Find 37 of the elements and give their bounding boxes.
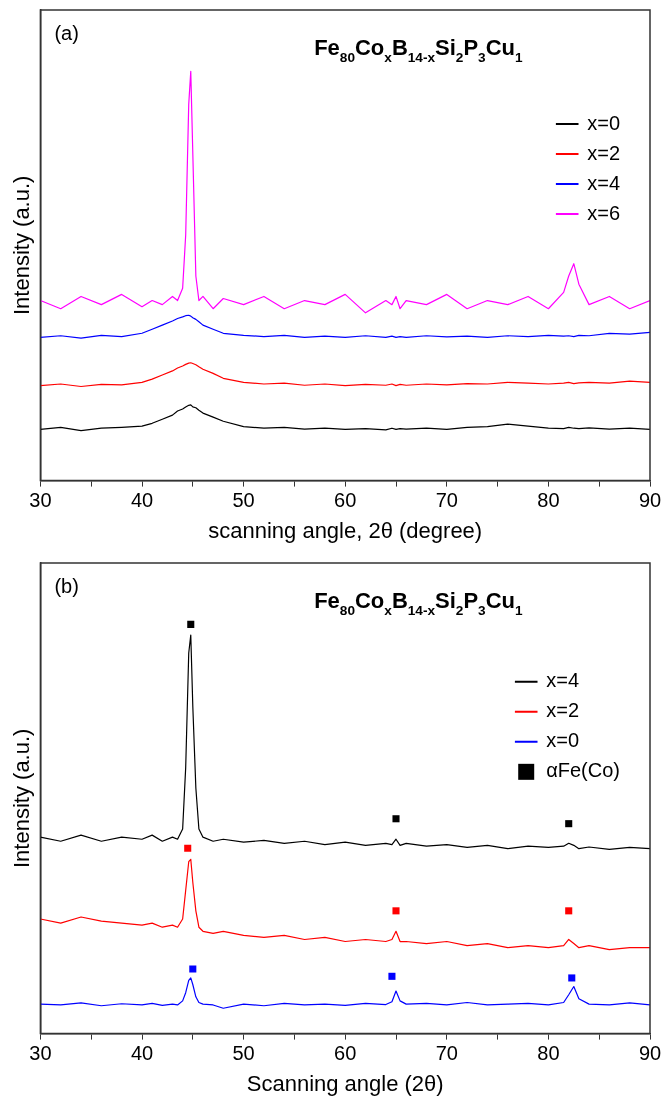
point — [184, 844, 192, 852]
x-tick-label: 50 — [232, 489, 255, 512]
legend-label: x=0 — [587, 111, 621, 134]
legend-label: x=6 — [587, 201, 621, 224]
legend-label: x=2 — [546, 699, 580, 722]
legend-label: x=4 — [587, 171, 621, 194]
x-tick-label: 30 — [29, 1042, 52, 1065]
x-tick-label: 40 — [130, 1042, 154, 1065]
y-axis-title: Intensity (a.u.) — [9, 175, 35, 315]
x-tick-label: 40 — [130, 489, 154, 512]
x-tick-label: 60 — [334, 489, 357, 512]
text: (a) — [54, 22, 79, 44]
legend-label: x=2 — [587, 141, 621, 164]
point — [388, 972, 396, 980]
x-tick-label: 80 — [537, 489, 560, 512]
point — [565, 907, 573, 915]
x-tick-label: 90 — [638, 489, 662, 512]
x-tick-label: 30 — [29, 489, 52, 512]
x-axis-title: Scanning angle (2θ) — [246, 1070, 444, 1096]
legend-label: x=0 — [546, 729, 580, 752]
x-tick-label: 70 — [435, 489, 458, 512]
point — [392, 907, 400, 915]
legend-label: x=4 — [546, 669, 580, 692]
point — [392, 815, 400, 823]
x-tick-label: 80 — [537, 1042, 560, 1065]
point — [565, 820, 573, 828]
point — [568, 974, 576, 982]
y-axis-title: Intensity (a.u.) — [9, 728, 35, 868]
x-tick-label: 60 — [334, 1042, 357, 1065]
legend-label: αFe(Co) — [546, 759, 621, 782]
x-tick-label: 70 — [435, 1042, 458, 1065]
x-axis-title: scanning angle, 2θ (degree) — [208, 517, 483, 543]
point — [187, 620, 195, 628]
x-tick-label: 50 — [232, 1042, 255, 1065]
x-tick-label: 90 — [638, 1042, 662, 1065]
point — [189, 965, 197, 973]
text: (b) — [54, 575, 79, 597]
